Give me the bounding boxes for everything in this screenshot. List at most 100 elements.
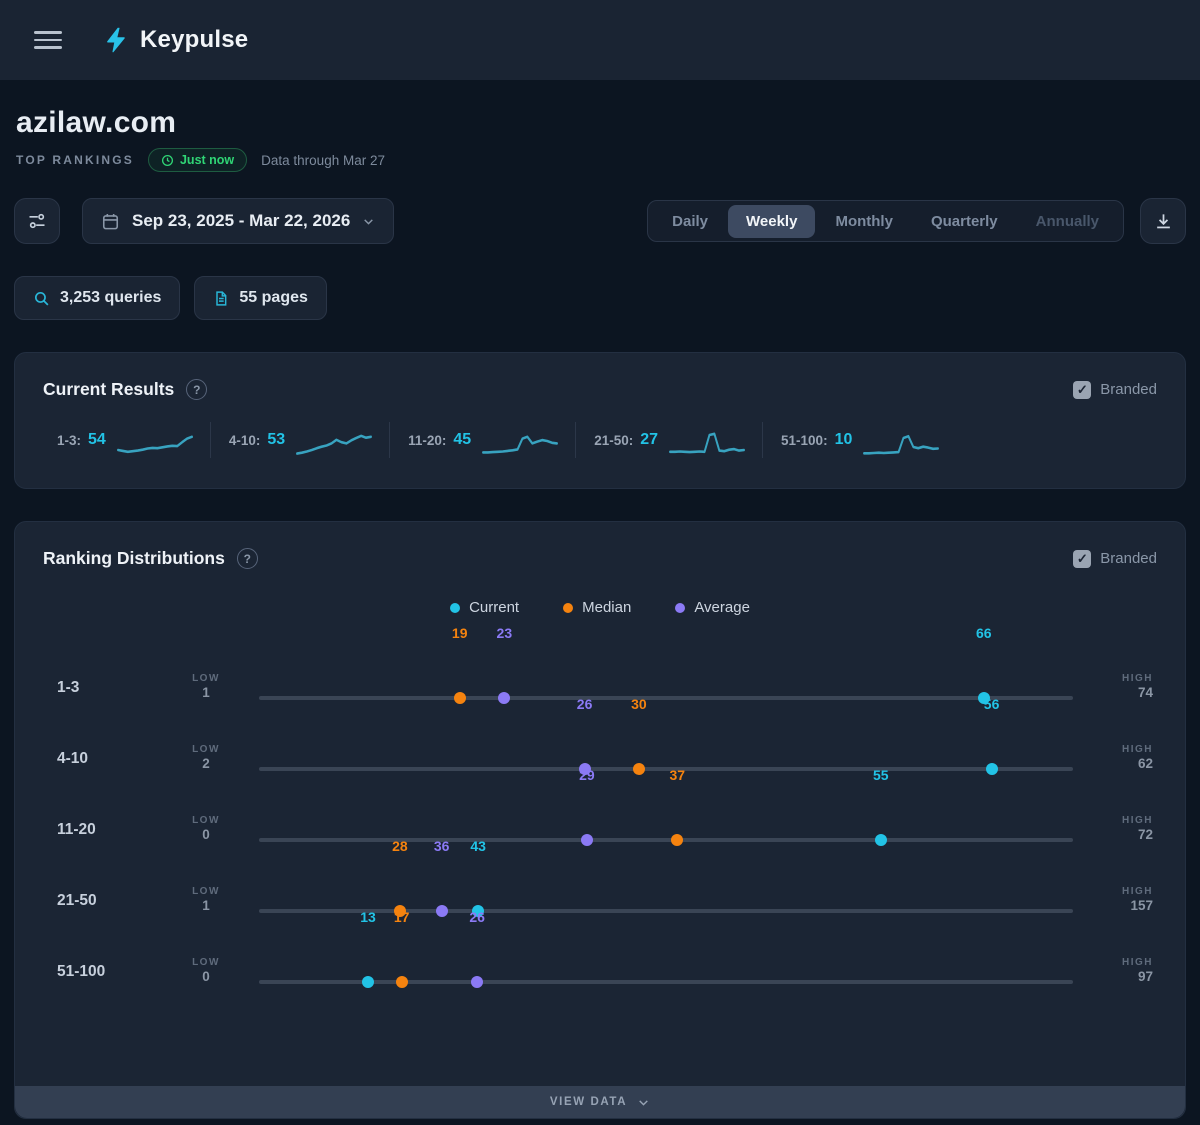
legend-median: Median (563, 599, 631, 616)
high-value: HIGH 72 (1122, 814, 1153, 843)
legend-current: Current (450, 599, 519, 616)
slider-track[interactable] (259, 908, 1073, 913)
slider-track[interactable] (259, 766, 1073, 771)
stat-value: 10 (834, 431, 853, 448)
distribution-track: 28 36 43 (259, 838, 1073, 924)
range-label: 21-50 (57, 891, 97, 909)
median-dot-icon (671, 833, 684, 846)
branded-checkbox-current-results[interactable]: ✓ Branded (1073, 380, 1157, 399)
hamburger-menu-icon[interactable] (34, 31, 62, 49)
distribution-track: 19 23 66 (259, 625, 1073, 711)
distribution-legend: Current Median Average (15, 599, 1185, 616)
help-icon[interactable]: ? (186, 379, 208, 400)
summary-chips: 3,253 queries 55 pages (14, 276, 1186, 320)
lightning-bolt-icon (107, 27, 125, 53)
sliders-icon (29, 213, 45, 229)
branded-label: Branded (1100, 381, 1157, 398)
current-dot-icon (874, 833, 887, 846)
median-dot-icon (632, 762, 645, 775)
legend-label: Average (694, 599, 750, 616)
average-dot-icon (498, 691, 511, 704)
brand[interactable]: Keypulse (102, 26, 248, 54)
distribution-track: 37 29 55 (259, 767, 1073, 853)
high-value: HIGH 74 (1122, 672, 1153, 701)
low-value: LOW 1 (192, 672, 220, 701)
high-value: HIGH 62 (1122, 743, 1153, 772)
average-dot-icon (435, 904, 448, 917)
distribution-row-1-3: 1-3 LOW 1 19 23 66 HIGH 74 (15, 625, 1185, 723)
period-tabgroup: Daily Weekly Monthly Quarterly Annually (647, 200, 1124, 242)
date-range-picker[interactable]: Sep 23, 2025 - Mar 22, 2026 (82, 198, 395, 244)
stat-value: 45 (453, 431, 472, 448)
branded-label: Branded (1100, 550, 1157, 567)
ranking-distributions-title: Ranking Distributions (43, 548, 225, 568)
help-icon[interactable]: ? (236, 548, 258, 569)
current-results-stats: 1-3: 54 4-10: 53 11-20: 45 21-50: 27 51-… (15, 400, 1185, 488)
low-value: LOW 0 (192, 814, 220, 843)
date-range-value: Sep 23, 2025 - Mar 22, 2026 (132, 211, 351, 230)
range-label: 51-100 (57, 962, 106, 980)
freshness-badge-label: Just now (179, 153, 235, 167)
clock-icon (161, 154, 174, 166)
filter-settings-button[interactable] (14, 198, 60, 244)
chevron-down-icon (639, 1099, 648, 1106)
tab-annually[interactable]: Annually (1035, 212, 1099, 230)
page-subtitle-row: TOP RANKINGS Just now Data through Mar 2… (16, 148, 1186, 172)
tab-daily[interactable]: Daily (672, 212, 709, 230)
checkbox-checked-icon: ✓ (1073, 380, 1092, 399)
slider-track[interactable] (259, 979, 1073, 984)
distribution-row-51-100: 51-100 LOW 0 17 26 13 HIGH 97 (15, 909, 1185, 1007)
current-results-title: Current Results (43, 379, 175, 399)
data-through-text: Data through Mar 27 (261, 152, 385, 168)
range-label: 4-10 (57, 749, 89, 767)
slider-track[interactable] (259, 695, 1073, 700)
stat-label: 21-50: (594, 432, 634, 448)
distribution-row-4-10: 4-10 LOW 2 30 26 56 HIGH 62 (15, 696, 1185, 794)
search-icon (34, 291, 49, 305)
section-label: TOP RANKINGS (16, 153, 134, 167)
median-dot-icon (453, 691, 466, 704)
document-icon (216, 290, 227, 306)
queries-chip-label: 3,253 queries (60, 289, 162, 306)
calendar-icon (102, 213, 119, 229)
legend-label: Median (582, 599, 632, 616)
chevron-down-icon (364, 218, 374, 225)
current-dot-icon (362, 975, 375, 988)
stat-51-100: 51-100: 10 (762, 422, 956, 458)
legend-dot-current (450, 602, 461, 613)
stat-11-20: 11-20: 45 (389, 422, 575, 458)
stat-label: 4-10: (228, 432, 261, 448)
high-value: HIGH 157 (1122, 885, 1153, 914)
legend-average: Average (675, 599, 750, 616)
tab-monthly[interactable]: Monthly (835, 212, 893, 230)
current-dot-icon (985, 762, 998, 775)
brand-name: Keypulse (140, 26, 249, 53)
top-bar: Keypulse (0, 0, 1200, 80)
sparkline-1-3 (116, 435, 193, 454)
page-title: azilaw.com (16, 106, 177, 139)
tab-weekly[interactable]: Weekly (728, 204, 816, 238)
pages-chip[interactable]: 55 pages (194, 276, 327, 320)
low-value: LOW 2 (192, 743, 220, 772)
low-value: LOW 1 (192, 885, 220, 914)
sparkline-21-50 (669, 432, 745, 454)
average-dot-icon (580, 833, 593, 846)
current-dot-icon (472, 904, 485, 917)
download-button[interactable] (1140, 198, 1186, 244)
stat-label: 11-20: (408, 432, 447, 448)
sparkline-51-100 (863, 434, 940, 455)
stat-value: 54 (88, 431, 106, 448)
branded-checkbox-distributions[interactable]: ✓ Branded (1073, 549, 1157, 568)
distribution-row-11-20: 11-20 LOW 0 37 29 55 HIGH 72 (15, 767, 1185, 865)
current-dot-icon (977, 691, 990, 704)
slider-track[interactable] (259, 837, 1073, 842)
current-results-card: Current Results ? ✓ Branded 1-3: 54 4-10… (14, 352, 1186, 489)
stat-label: 1-3: (57, 432, 82, 448)
tab-quarterly[interactable]: Quarterly (930, 212, 998, 230)
median-dot-icon (395, 975, 408, 988)
view-data-button[interactable]: VIEW DATA (15, 1086, 1185, 1118)
distribution-track: 30 26 56 (259, 696, 1073, 782)
range-label: 1-3 (57, 678, 80, 696)
queries-chip[interactable]: 3,253 queries (14, 276, 181, 320)
stat-1-3: 1-3: 54 (39, 422, 210, 458)
